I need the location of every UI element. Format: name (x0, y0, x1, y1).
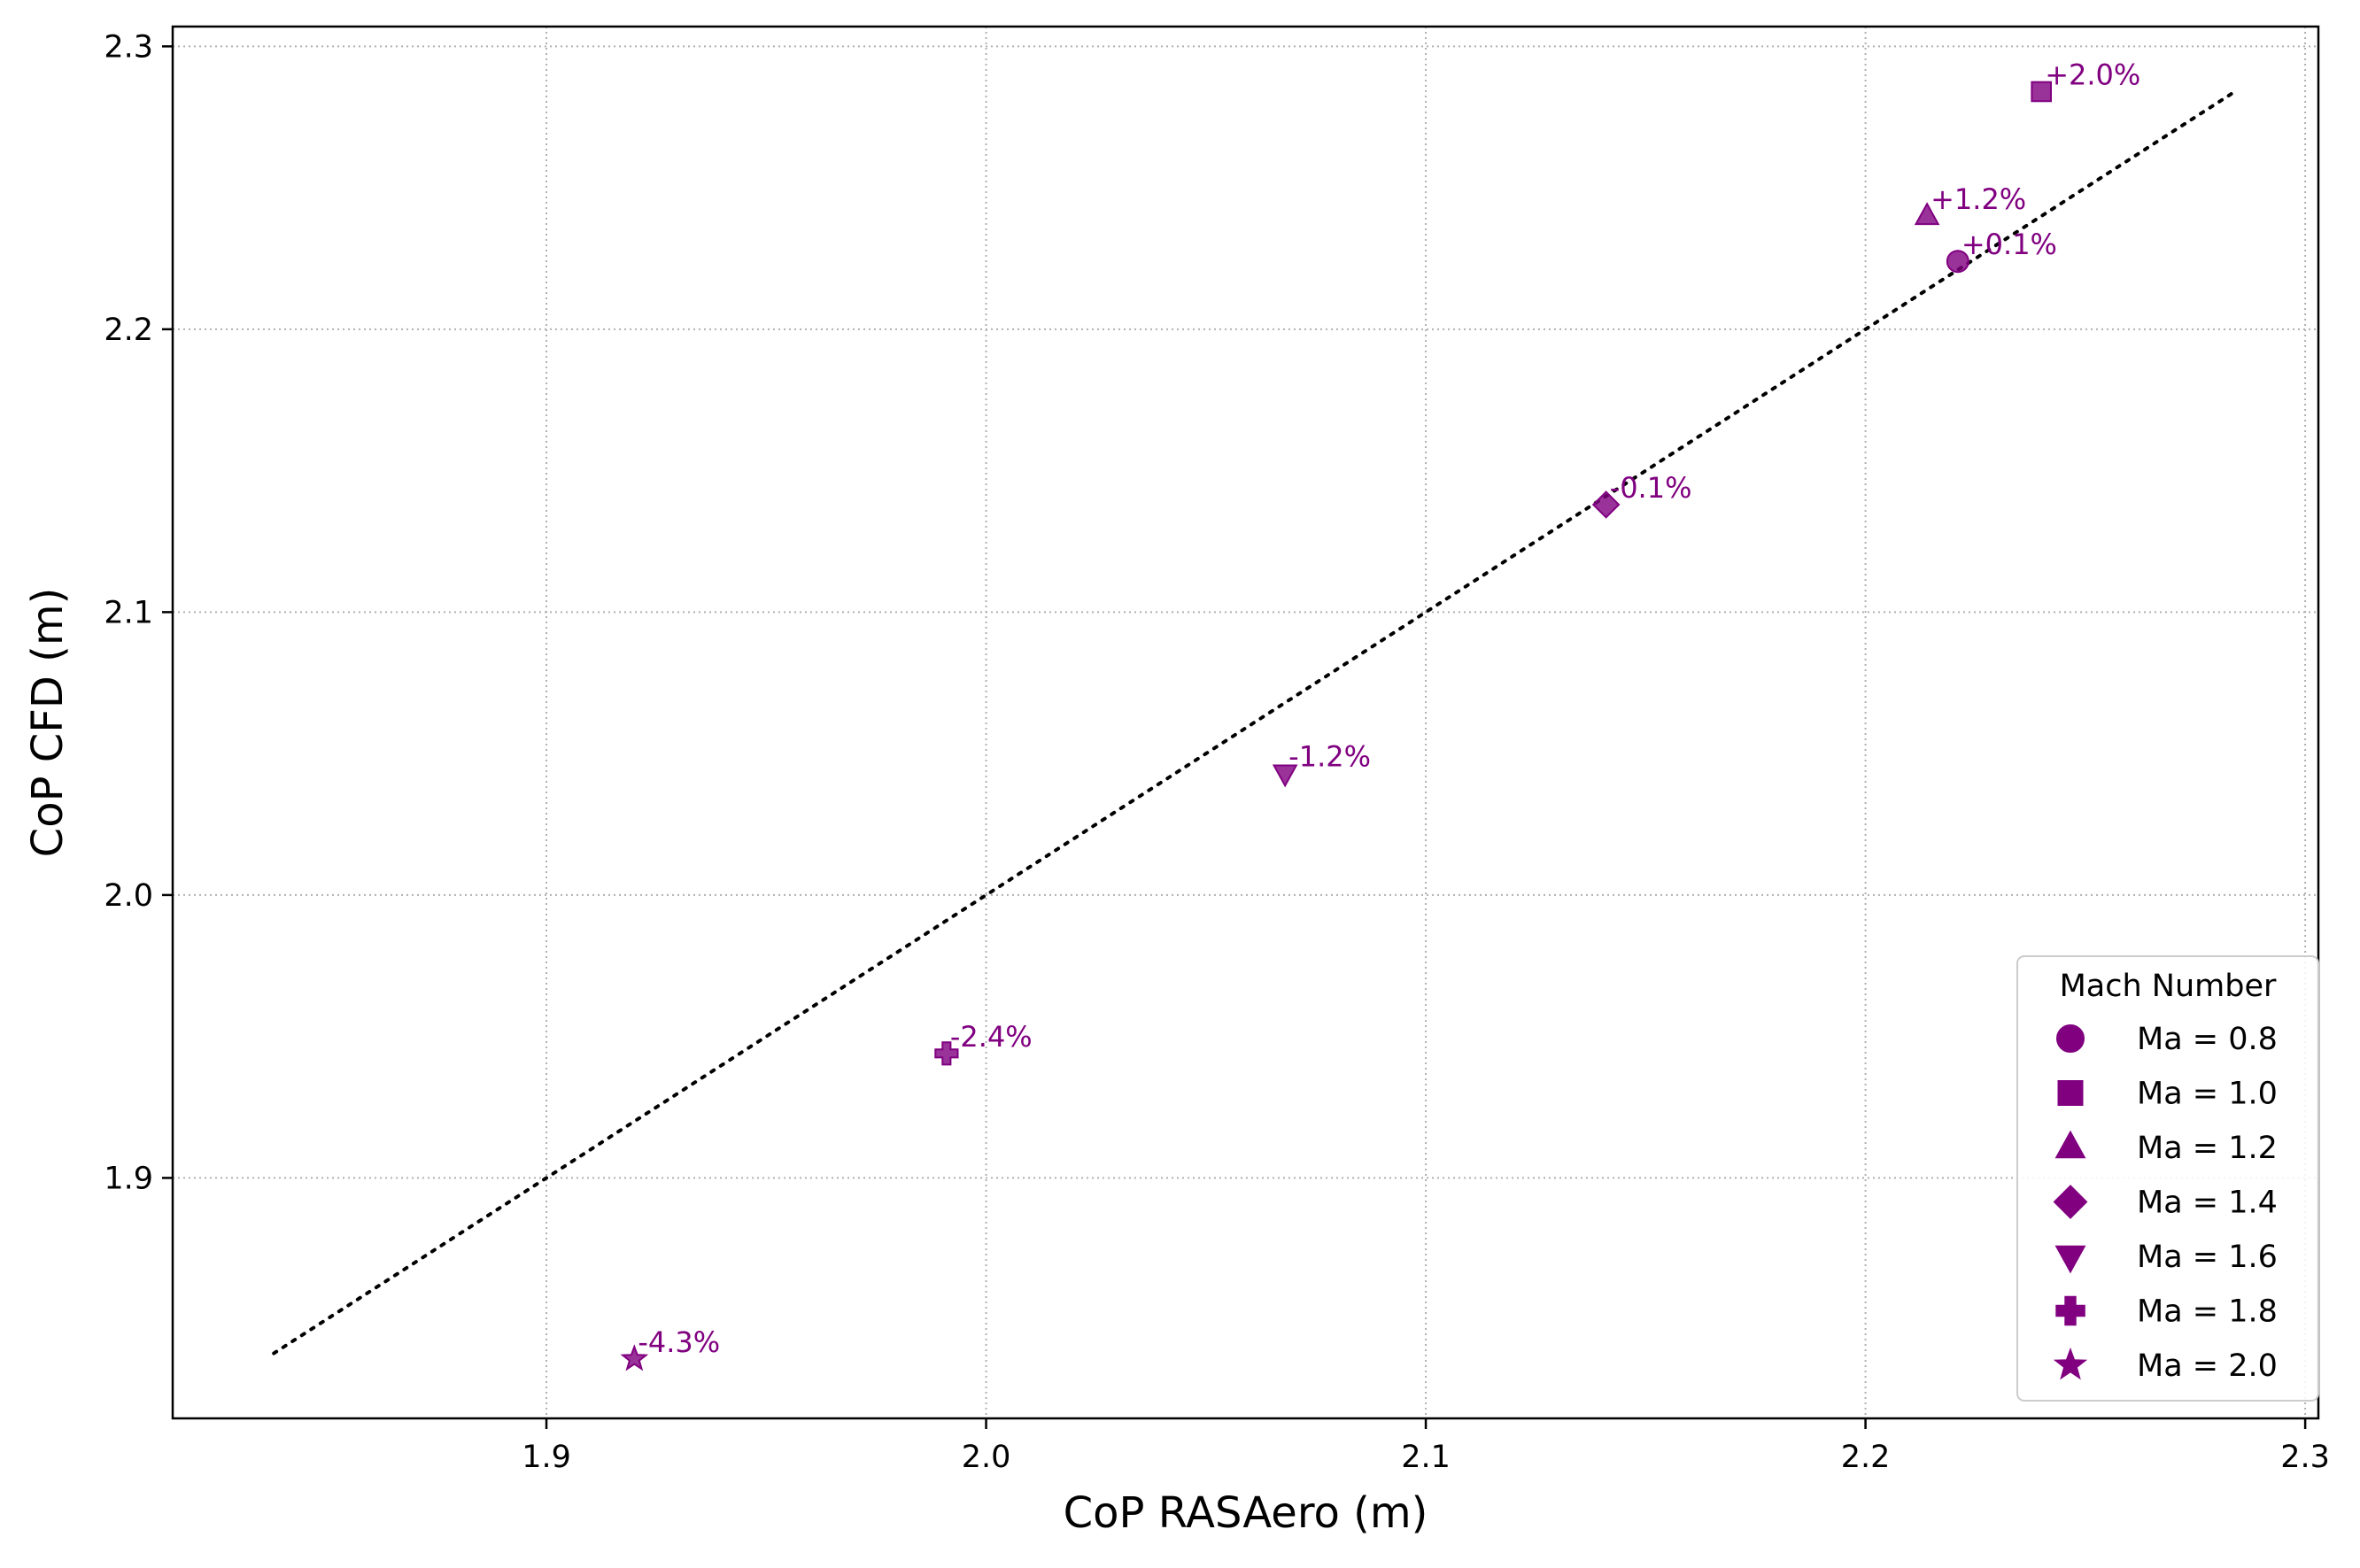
legend-marker-square (2057, 1080, 2084, 1106)
legend-entry-label: Ma = 2.0 (2137, 1348, 2278, 1384)
legend-marker-triangle-up (2054, 1130, 2086, 1159)
data-label: +0.1% (1962, 228, 2057, 261)
y-tick-label: 1.9 (104, 1161, 153, 1196)
axis-ticks: 1.9 2.0 2.1 2.2 2.3 1.9 2.0 2.1 2.2 2.3 (104, 29, 2330, 1475)
data-label: -4.3% (638, 1325, 720, 1359)
legend-box (2016, 955, 2319, 1402)
legend-marker-triangle-down (2054, 1245, 2086, 1274)
data-point-diamond (1591, 490, 1621, 519)
y-tick-label: 2.1 (104, 595, 153, 630)
legend-marker-circle (2056, 1024, 2085, 1053)
reference-line (272, 89, 2237, 1356)
x-tick-label: 2.1 (1401, 1440, 1451, 1475)
data-label: +1.2% (1931, 182, 2026, 216)
data-label: -0.1% (1610, 471, 1692, 505)
y-tick-label: 2.3 (104, 29, 153, 65)
data-point-star (620, 1344, 649, 1371)
legend-marker-star (2053, 1347, 2088, 1380)
legend-entry-label: Ma = 1.0 (2137, 1077, 2278, 1112)
legend-marker-plus (2055, 1295, 2085, 1326)
legend-entry-label: Ma = 1.8 (2137, 1294, 2278, 1330)
legend-entry-label: Ma = 0.8 (2137, 1022, 2278, 1057)
legend-entry-label: Ma = 1.6 (2137, 1240, 2278, 1275)
data-point-triangle-up (1914, 202, 1940, 226)
data-point-triangle-down (1272, 764, 1298, 788)
data-point-circle (1946, 250, 1969, 274)
reference-line-group (272, 89, 2237, 1356)
data-points (620, 81, 2052, 1371)
x-tick-label: 1.9 (522, 1440, 571, 1475)
legend-title: Mach Number (2060, 969, 2277, 1004)
legend-marker-diamond (2053, 1185, 2088, 1219)
data-label: -1.2% (1288, 740, 1371, 774)
plot-frame (171, 25, 2320, 1420)
x-tick-label: 2.0 (962, 1440, 1011, 1475)
x-tick-label: 2.3 (2280, 1440, 2330, 1475)
data-point-plus (934, 1041, 959, 1066)
y-axis-label: CoP CFD (m) (23, 588, 73, 858)
legend-entry-label: Ma = 1.4 (2137, 1186, 2278, 1221)
x-tick-label: 2.2 (1841, 1440, 1891, 1475)
data-labels: +0.1% +2.0% +1.2% -0.1% -1.2% -2.4% -4.3% (638, 58, 2140, 1358)
legend-entry-label: Ma = 1.2 (2137, 1131, 2278, 1166)
legend: Mach Number Ma = 0.8 Ma = 1.0 Ma = 1.2 Ma = … (2016, 955, 2319, 1402)
x-axis-label: CoP RASAero (m) (1064, 1488, 1428, 1538)
y-tick-label: 2.2 (104, 313, 153, 348)
data-label: -2.4% (950, 1020, 1033, 1054)
data-point-square (2031, 81, 2052, 103)
data-label: +2.0% (2045, 58, 2140, 91)
y-tick-label: 2.0 (104, 878, 153, 914)
